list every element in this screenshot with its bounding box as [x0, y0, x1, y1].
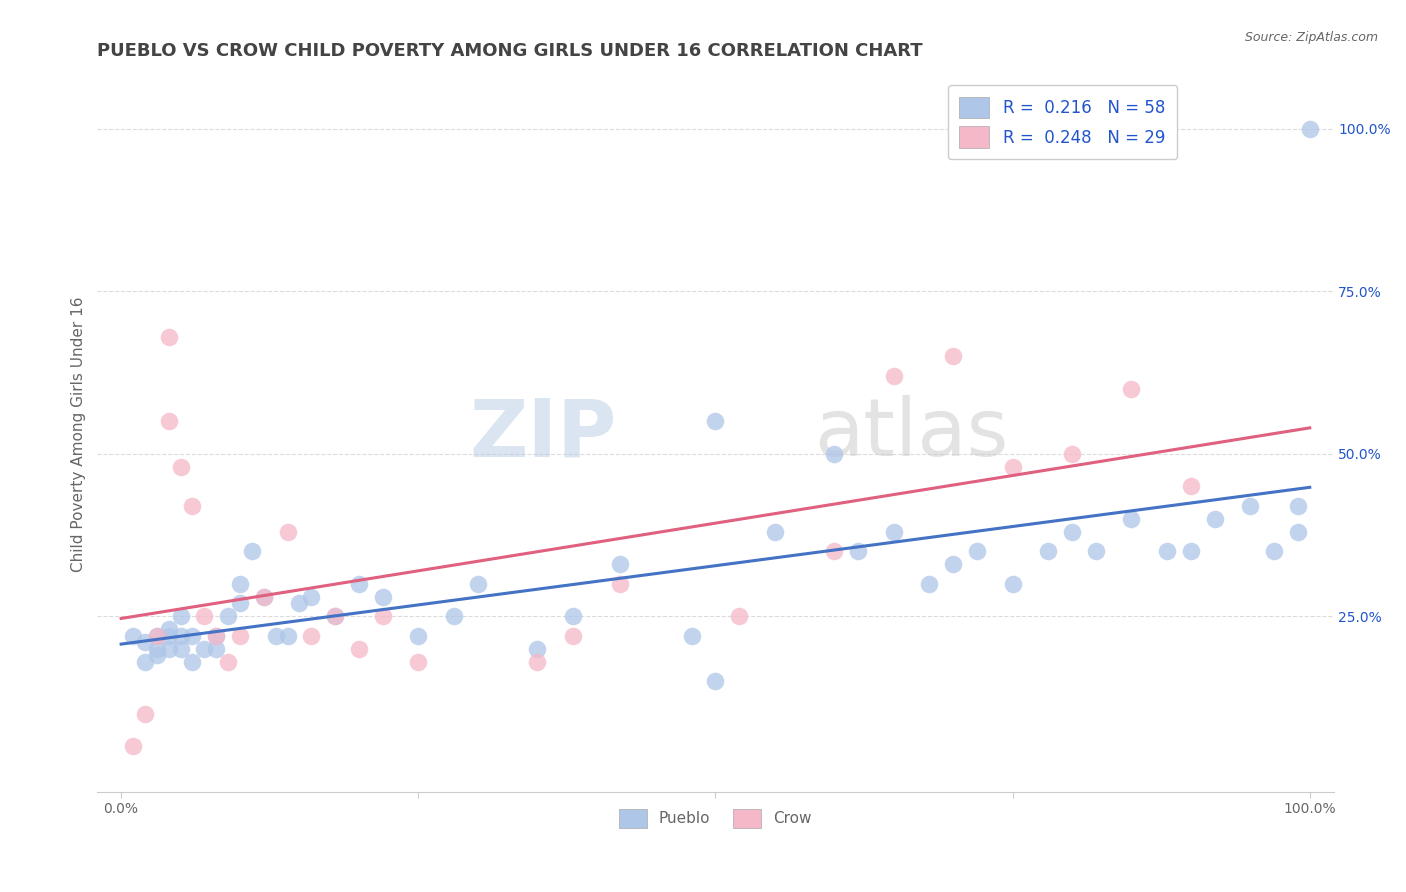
Point — [371, 590, 394, 604]
Point — [1060, 524, 1083, 539]
Point — [217, 655, 239, 669]
Point — [1263, 544, 1285, 558]
Point — [1156, 544, 1178, 558]
Y-axis label: Child Poverty Among Girls Under 16: Child Poverty Among Girls Under 16 — [72, 296, 86, 572]
Point — [157, 629, 180, 643]
Point — [467, 577, 489, 591]
Point — [526, 655, 548, 669]
Point — [157, 414, 180, 428]
Point — [918, 577, 941, 591]
Point — [205, 629, 228, 643]
Point — [609, 577, 631, 591]
Point — [966, 544, 988, 558]
Point — [277, 524, 299, 539]
Point — [1286, 499, 1309, 513]
Point — [240, 544, 263, 558]
Point — [681, 629, 703, 643]
Point — [561, 629, 583, 643]
Point — [169, 629, 191, 643]
Point — [526, 641, 548, 656]
Point — [1084, 544, 1107, 558]
Point — [229, 596, 252, 610]
Point — [561, 609, 583, 624]
Point — [406, 629, 429, 643]
Point — [406, 655, 429, 669]
Point — [181, 499, 204, 513]
Text: PUEBLO VS CROW CHILD POVERTY AMONG GIRLS UNDER 16 CORRELATION CHART: PUEBLO VS CROW CHILD POVERTY AMONG GIRLS… — [97, 42, 922, 60]
Point — [181, 629, 204, 643]
Point — [253, 590, 276, 604]
Point — [704, 674, 727, 689]
Point — [1038, 544, 1060, 558]
Point — [1239, 499, 1261, 513]
Point — [371, 609, 394, 624]
Point — [323, 609, 346, 624]
Point — [728, 609, 751, 624]
Point — [146, 641, 169, 656]
Point — [146, 629, 169, 643]
Point — [1299, 121, 1322, 136]
Point — [122, 629, 145, 643]
Point — [347, 641, 370, 656]
Point — [1001, 577, 1024, 591]
Point — [169, 609, 191, 624]
Point — [169, 641, 191, 656]
Point — [146, 648, 169, 663]
Point — [205, 629, 228, 643]
Point — [1180, 544, 1202, 558]
Point — [942, 349, 965, 363]
Point — [323, 609, 346, 624]
Point — [1180, 479, 1202, 493]
Point — [1286, 524, 1309, 539]
Point — [823, 544, 845, 558]
Text: ZIP: ZIP — [470, 395, 617, 474]
Point — [704, 414, 727, 428]
Point — [229, 629, 252, 643]
Legend: Pueblo, Crow: Pueblo, Crow — [613, 803, 818, 834]
Point — [193, 609, 215, 624]
Point — [883, 368, 905, 383]
Point — [157, 329, 180, 343]
Point — [146, 629, 169, 643]
Point — [217, 609, 239, 624]
Point — [253, 590, 276, 604]
Point — [823, 447, 845, 461]
Point — [205, 641, 228, 656]
Point — [134, 635, 156, 649]
Point — [122, 739, 145, 754]
Point — [942, 558, 965, 572]
Point — [1060, 447, 1083, 461]
Point — [157, 623, 180, 637]
Point — [169, 459, 191, 474]
Point — [134, 655, 156, 669]
Text: atlas: atlas — [814, 395, 1008, 474]
Point — [443, 609, 465, 624]
Point — [1121, 512, 1143, 526]
Point — [229, 577, 252, 591]
Point — [883, 524, 905, 539]
Point — [347, 577, 370, 591]
Point — [1121, 382, 1143, 396]
Point — [763, 524, 786, 539]
Point — [134, 706, 156, 721]
Point — [299, 629, 322, 643]
Point — [846, 544, 869, 558]
Point — [1204, 512, 1226, 526]
Point — [277, 629, 299, 643]
Point — [609, 558, 631, 572]
Point — [181, 655, 204, 669]
Point — [157, 641, 180, 656]
Point — [193, 641, 215, 656]
Point — [288, 596, 311, 610]
Point — [1001, 459, 1024, 474]
Point — [299, 590, 322, 604]
Point — [264, 629, 287, 643]
Text: Source: ZipAtlas.com: Source: ZipAtlas.com — [1244, 31, 1378, 45]
